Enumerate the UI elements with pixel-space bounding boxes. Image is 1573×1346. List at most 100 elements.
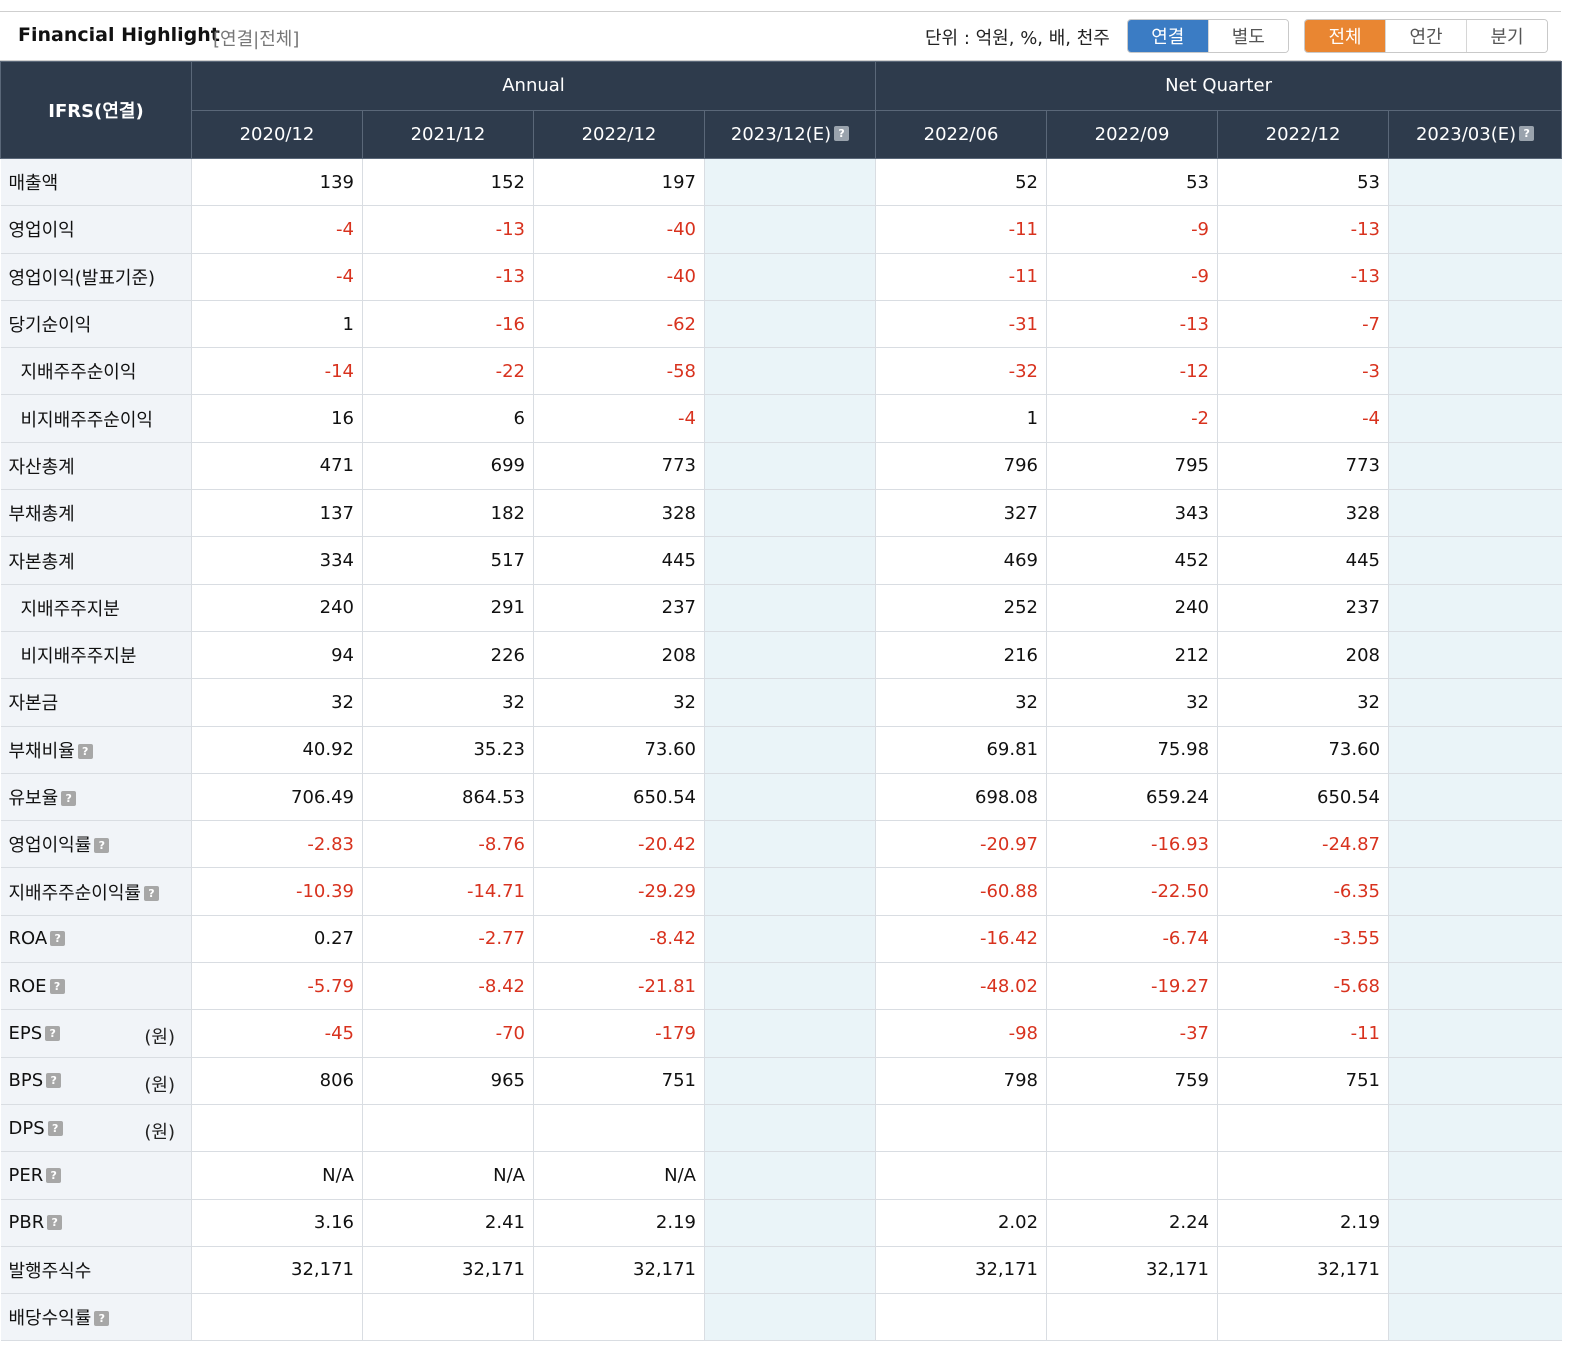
table-row: 배당수익률?	[0, 1293, 1562, 1342]
table-row: 영업이익률? -2.83 -8.76 -20.42 -20.97 -16.93 -24.87	[0, 820, 1562, 869]
row-label: 부채비율?	[0, 726, 192, 774]
data-cell: 73.60	[1217, 726, 1389, 774]
table-row: ROA? 0.27 -2.77 -8.42 -16.42 -6.74 -3.55	[0, 915, 1562, 964]
data-cell	[1388, 536, 1562, 585]
data-cell: -9	[1046, 205, 1218, 254]
row-label-text: 매출액	[8, 173, 59, 195]
row-label: ROE?	[0, 962, 192, 1011]
data-cell	[703, 584, 876, 632]
row-label-text: 발행주식수	[8, 1260, 92, 1282]
question-icon[interactable]: ?	[47, 1120, 63, 1136]
period-all-button[interactable]: 전체	[1305, 20, 1385, 52]
table-row: 유보율? 706.49 864.53 650.54 698.08 659.24 650.54	[0, 773, 1562, 822]
data-cell: 0.27	[191, 915, 363, 964]
row-label-text: 영업이익(발표기준)	[8, 267, 156, 289]
data-cell	[703, 1057, 876, 1105]
data-cell: -3.55	[1217, 915, 1389, 964]
row-label: 당기순이익	[0, 300, 192, 349]
scope-separate-button[interactable]: 별도	[1207, 20, 1288, 52]
data-cell: 445	[1217, 536, 1389, 585]
row-label-text: 영업이익률	[8, 835, 92, 857]
question-icon[interactable]: ?	[61, 791, 77, 806]
data-cell: -70	[362, 1009, 534, 1058]
question-icon[interactable]: ?	[77, 743, 93, 759]
question-icon[interactable]: ?	[1519, 125, 1535, 141]
data-cell: -11	[1217, 1009, 1389, 1058]
data-cell: -13	[1217, 253, 1389, 301]
data-cell: 2.19	[1217, 1199, 1389, 1247]
row-label-text: 지배주주순이익	[20, 362, 137, 384]
question-icon[interactable]: ?	[46, 1073, 62, 1089]
data-cell: 650.54	[533, 773, 705, 822]
scope-consolidated-button[interactable]: 연결	[1128, 20, 1208, 52]
page-subtitle: [연결|전체]	[213, 29, 300, 50]
period-annual-button[interactable]: 연간	[1385, 20, 1466, 52]
row-label: DPS? (원)	[0, 1104, 192, 1153]
data-cell: 517	[362, 536, 534, 585]
data-cell: -4	[191, 253, 363, 301]
data-cell: 32,171	[362, 1246, 534, 1295]
data-cell: 328	[533, 489, 705, 538]
data-cell	[703, 1199, 876, 1247]
data-cell	[1388, 1199, 1562, 1247]
data-cell: 795	[1046, 442, 1218, 491]
data-cell	[1388, 442, 1562, 491]
data-cell	[703, 300, 876, 349]
data-cell: -45	[191, 1009, 363, 1058]
data-cell: 208	[1217, 631, 1389, 680]
data-cell: 1	[191, 300, 363, 349]
data-cell: -13	[362, 205, 534, 254]
data-cell	[1388, 1246, 1562, 1295]
data-cell: 208	[533, 631, 705, 680]
question-icon[interactable]: ?	[45, 1025, 61, 1041]
data-cell: -6.35	[1217, 867, 1389, 916]
data-cell: 52	[875, 158, 1047, 207]
data-cell: -2	[1046, 394, 1218, 443]
question-icon[interactable]: ?	[143, 885, 159, 901]
data-cell: -20.97	[875, 820, 1047, 869]
row-label: 자본금	[0, 678, 192, 727]
row-label-text: 당기순이익	[8, 315, 92, 337]
row-label: EPS? (원)	[0, 1009, 192, 1058]
data-cell: -98	[875, 1009, 1047, 1058]
question-icon[interactable]: ?	[46, 1167, 62, 1183]
data-cell: -4	[1217, 394, 1389, 443]
row-label: 자본총계	[0, 536, 192, 585]
data-cell: -8.76	[362, 820, 534, 869]
data-cell	[1388, 1293, 1562, 1342]
data-cell	[703, 394, 876, 443]
quarter-group-header: Net Quarter	[875, 61, 1563, 111]
data-cell	[362, 1293, 534, 1342]
period-quarter-button[interactable]: 분기	[1466, 20, 1547, 52]
data-cell: -7	[1217, 300, 1389, 349]
data-cell	[703, 1293, 876, 1342]
data-cell: -3	[1217, 347, 1389, 396]
data-cell	[703, 1151, 876, 1200]
column-header: 2022/12	[1217, 109, 1390, 159]
question-icon[interactable]: ?	[94, 1311, 110, 1327]
data-cell: -16	[362, 300, 534, 349]
data-cell: -40	[533, 253, 705, 301]
data-cell: 706.49	[191, 773, 363, 822]
data-cell: 773	[533, 442, 705, 491]
data-cell: 32,171	[191, 1246, 363, 1295]
table-row: 자산총계 471 699 773 796 795 773	[0, 442, 1562, 491]
data-cell: 965	[362, 1057, 534, 1105]
question-icon[interactable]: ?	[50, 931, 66, 947]
question-icon[interactable]: ?	[94, 838, 110, 854]
data-cell: 40.92	[191, 726, 363, 774]
table-row: 영업이익(발표기준) -4 -13 -40 -11 -9 -13	[0, 253, 1562, 301]
question-icon[interactable]: ?	[49, 978, 65, 994]
question-icon[interactable]: ?	[47, 1215, 63, 1231]
corner-header: IFRS(연결)	[0, 61, 192, 159]
data-cell: -20.42	[533, 820, 705, 869]
data-cell	[1388, 1151, 1562, 1200]
column-header: 2022/12	[533, 109, 705, 159]
data-cell: -58	[533, 347, 705, 396]
question-icon[interactable]: ?	[834, 125, 850, 141]
data-cell	[703, 867, 876, 916]
data-cell: -6.74	[1046, 915, 1218, 964]
table-row: 당기순이익 1 -16 -62 -31 -13 -7	[0, 300, 1562, 349]
data-cell	[1388, 1104, 1562, 1153]
data-cell: 328	[1217, 489, 1389, 538]
